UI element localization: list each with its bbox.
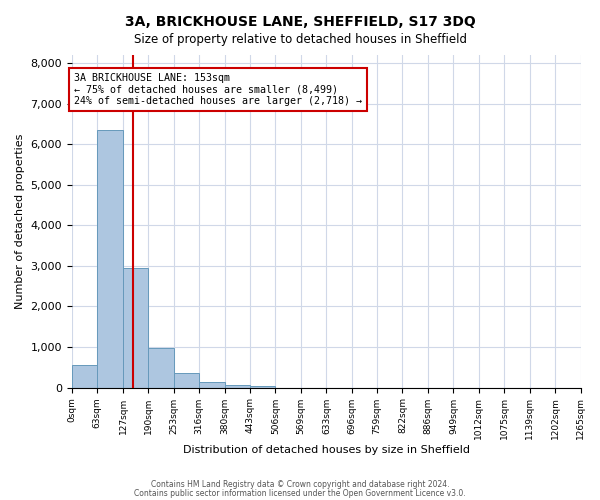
Bar	[173, 372, 199, 388]
Bar	[250, 386, 275, 388]
Text: Size of property relative to detached houses in Sheffield: Size of property relative to detached ho…	[133, 32, 467, 46]
Bar	[97, 130, 123, 388]
Bar	[224, 384, 250, 388]
Text: 3A BRICKHOUSE LANE: 153sqm
← 75% of detached houses are smaller (8,499)
24% of s: 3A BRICKHOUSE LANE: 153sqm ← 75% of deta…	[74, 74, 362, 106]
Bar	[148, 348, 173, 388]
Y-axis label: Number of detached properties: Number of detached properties	[15, 134, 25, 309]
Bar	[199, 382, 224, 388]
Bar	[72, 366, 97, 388]
Text: Contains public sector information licensed under the Open Government Licence v3: Contains public sector information licen…	[134, 488, 466, 498]
Bar	[123, 268, 148, 388]
Text: 3A, BRICKHOUSE LANE, SHEFFIELD, S17 3DQ: 3A, BRICKHOUSE LANE, SHEFFIELD, S17 3DQ	[125, 15, 475, 29]
Text: Contains HM Land Registry data © Crown copyright and database right 2024.: Contains HM Land Registry data © Crown c…	[151, 480, 449, 489]
X-axis label: Distribution of detached houses by size in Sheffield: Distribution of detached houses by size …	[183, 445, 470, 455]
